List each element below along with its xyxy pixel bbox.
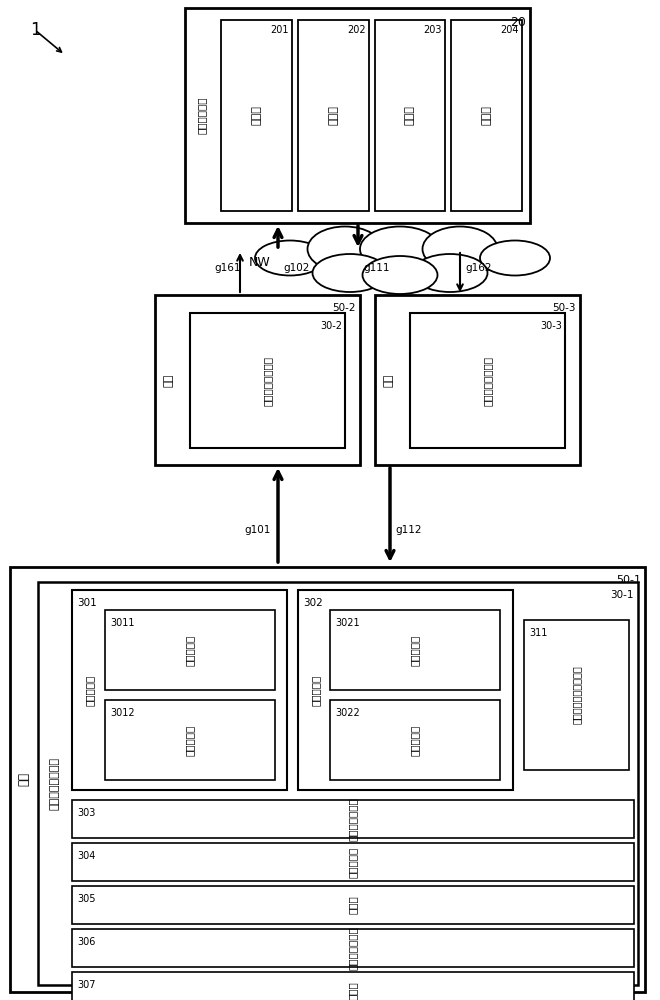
- Text: g162: g162: [465, 263, 492, 273]
- Bar: [190, 313, 345, 448]
- Text: 传感器: 传感器: [348, 896, 358, 914]
- Text: g101: g101: [244, 525, 271, 535]
- Text: 车辆: 车辆: [18, 772, 30, 786]
- Bar: [72, 843, 634, 881]
- Text: 50-3: 50-3: [552, 303, 576, 313]
- Text: 3021: 3021: [335, 618, 360, 628]
- Bar: [72, 590, 287, 790]
- Bar: [72, 972, 634, 1000]
- Ellipse shape: [312, 254, 387, 292]
- Text: 车辆: 车辆: [164, 373, 174, 387]
- Text: 第２发送部: 第２发送部: [185, 724, 195, 756]
- Text: 车辆发送部: 车辆发送部: [85, 674, 95, 706]
- Text: 204: 204: [500, 25, 519, 35]
- Text: g161: g161: [214, 263, 240, 273]
- Text: 位置信息取得部: 位置信息取得部: [348, 926, 358, 970]
- Text: 302: 302: [303, 598, 323, 608]
- Text: 3012: 3012: [110, 708, 135, 718]
- Text: 30-2: 30-2: [320, 321, 342, 331]
- Text: 通信控制装置: 通信控制装置: [197, 97, 207, 134]
- Bar: [105, 610, 275, 690]
- Bar: [451, 20, 522, 211]
- Ellipse shape: [422, 227, 498, 271]
- Bar: [375, 295, 580, 465]
- Text: 车辆接收部: 车辆接收部: [311, 674, 321, 706]
- Text: 303: 303: [77, 808, 96, 818]
- Text: 202: 202: [347, 25, 366, 35]
- Text: 接收部: 接收部: [251, 106, 261, 125]
- Ellipse shape: [308, 227, 383, 271]
- Ellipse shape: [362, 256, 438, 294]
- Text: 311: 311: [529, 628, 547, 638]
- Text: 车辆通信控制装置: 车辆通信控制装置: [482, 356, 492, 406]
- Ellipse shape: [255, 240, 325, 275]
- Text: 发送部: 发送部: [328, 106, 338, 125]
- Text: 目的地位置设定存储部: 目的地位置设定存储部: [572, 666, 581, 724]
- Text: 50-1: 50-1: [616, 575, 641, 585]
- Bar: [38, 582, 638, 985]
- Text: 存储部: 存储部: [348, 982, 358, 1000]
- Ellipse shape: [412, 254, 488, 292]
- Text: 301: 301: [77, 598, 97, 608]
- Text: 305: 305: [77, 894, 96, 904]
- Text: 307: 307: [77, 980, 96, 990]
- Text: g102: g102: [283, 263, 310, 273]
- Ellipse shape: [360, 227, 440, 271]
- Text: g112: g112: [395, 525, 422, 535]
- Bar: [185, 8, 530, 223]
- Text: g111: g111: [363, 263, 389, 273]
- Text: 3011: 3011: [110, 618, 135, 628]
- Bar: [410, 313, 565, 448]
- Bar: [330, 610, 500, 690]
- Text: 通信品质取得部: 通信品质取得部: [348, 797, 358, 841]
- Text: 确定部: 确定部: [405, 106, 415, 125]
- Bar: [374, 20, 446, 211]
- Ellipse shape: [480, 240, 550, 275]
- Bar: [155, 295, 360, 465]
- Bar: [72, 886, 634, 924]
- Text: 通信控制部: 通信控制部: [348, 846, 358, 878]
- Text: 30-3: 30-3: [540, 321, 562, 331]
- Text: 第１发送部: 第１发送部: [185, 634, 195, 666]
- Bar: [330, 700, 500, 780]
- Text: 第１接收部: 第１接收部: [410, 634, 420, 666]
- Bar: [298, 590, 513, 790]
- Bar: [10, 567, 645, 992]
- Text: 1: 1: [30, 21, 40, 39]
- Text: 第２接收部: 第２接收部: [410, 724, 420, 756]
- Bar: [524, 620, 629, 770]
- Text: 306: 306: [77, 937, 96, 947]
- Text: 30-1: 30-1: [610, 590, 634, 600]
- Bar: [72, 800, 634, 838]
- Text: 304: 304: [77, 851, 96, 861]
- Text: NW: NW: [249, 256, 271, 269]
- Text: 203: 203: [424, 25, 442, 35]
- Text: 201: 201: [270, 25, 289, 35]
- Text: 3022: 3022: [335, 708, 360, 718]
- Text: 车辆通信控制装置: 车辆通信控制装置: [263, 356, 273, 406]
- Bar: [221, 20, 292, 211]
- Text: 50-2: 50-2: [333, 303, 356, 313]
- Text: 车辆: 车辆: [384, 373, 394, 387]
- Bar: [72, 929, 634, 967]
- Bar: [105, 700, 275, 780]
- Text: 存储部: 存储部: [482, 106, 492, 125]
- Bar: [298, 20, 368, 211]
- Text: 20: 20: [510, 16, 526, 29]
- Text: 车辆通信控制装置: 车辆通信控制装置: [50, 757, 60, 810]
